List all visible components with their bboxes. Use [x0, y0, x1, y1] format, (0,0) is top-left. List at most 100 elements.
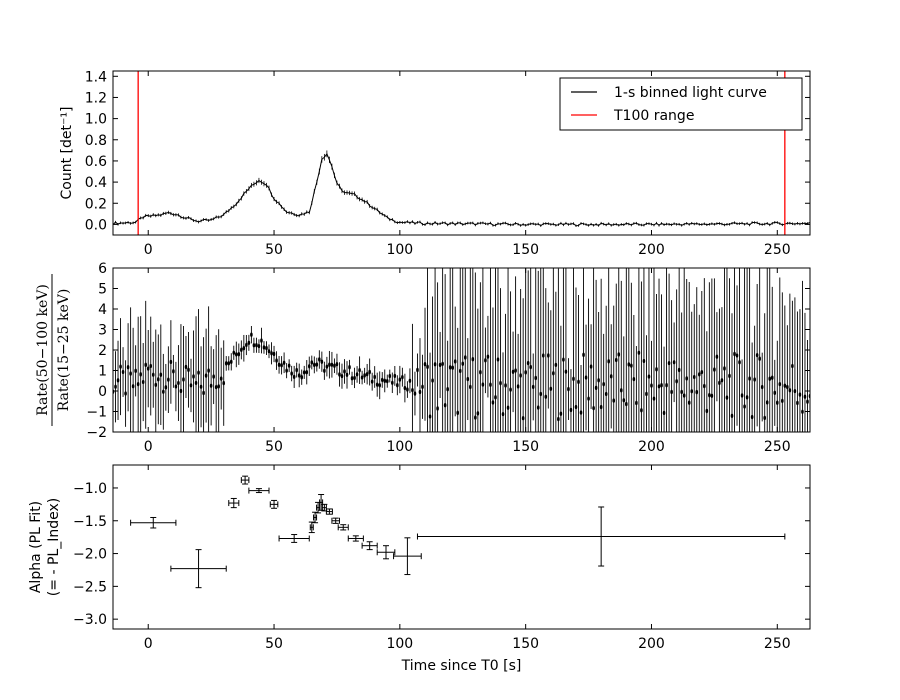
ratio-point: [217, 384, 220, 389]
ratio-point: [579, 410, 583, 415]
ratio-point: [557, 416, 560, 422]
light-curve-line: [113, 152, 810, 227]
ratio-point: [323, 368, 326, 374]
ratio-point: [667, 360, 671, 366]
ratio-point: [614, 357, 618, 363]
ratio-point: [640, 408, 643, 413]
ratio-point: [793, 388, 797, 394]
ratio-point: [287, 363, 291, 368]
ratio-point: [655, 367, 658, 372]
axes-frame: [112, 267, 811, 433]
ratio-point: [292, 374, 296, 380]
ratio-point: [338, 372, 341, 377]
ratio-point: [139, 372, 142, 377]
alpha-point: [376, 545, 396, 560]
ratio-point: [177, 380, 180, 386]
ratio-point: [491, 400, 495, 405]
ratio-point: [219, 376, 223, 381]
alpha-point: [240, 475, 250, 485]
ratio-point: [290, 371, 293, 376]
x-tick-label: 200: [638, 439, 665, 455]
ratio-point: [340, 373, 344, 379]
ratio-point: [315, 362, 319, 367]
ratio-point: [541, 353, 545, 358]
ratio-point: [738, 360, 741, 365]
ratio-point: [136, 381, 140, 387]
ratio-point: [715, 354, 719, 359]
ratio-point: [305, 370, 309, 375]
ratio-point: [134, 368, 137, 374]
ratio-point: [295, 367, 298, 373]
y-label-line1: Alpha (PL Fit): [28, 501, 44, 593]
ratio-point: [770, 375, 774, 380]
ratio-point: [604, 391, 608, 397]
ratio-point: [418, 389, 422, 395]
ratio-point: [567, 386, 570, 392]
ratio-point: [602, 381, 605, 387]
ratio-point: [393, 373, 397, 379]
ratio-point: [169, 359, 173, 365]
ratio-point: [428, 414, 432, 419]
ratio-point: [378, 383, 382, 388]
ratio-point: [151, 372, 155, 377]
y-tick-label: 1: [98, 364, 107, 380]
y-label-line2: (= - PL_Index): [46, 498, 62, 596]
ratio-point: [730, 413, 734, 419]
ratio-point: [531, 384, 535, 390]
ratio-point: [297, 373, 301, 378]
ratio-point: [265, 345, 268, 351]
ratio-point: [368, 369, 371, 375]
ratio-point: [162, 389, 165, 395]
ratio-point: [330, 362, 334, 367]
ratio-point: [529, 364, 532, 370]
ratio-point: [753, 377, 756, 382]
ratio-point: [262, 345, 266, 350]
x-tick-label: 100: [386, 242, 413, 258]
ratio-point: [144, 362, 148, 368]
ratio-point: [501, 411, 505, 417]
ratio-point: [695, 389, 699, 395]
ratio-point: [743, 404, 746, 409]
ratio-point: [149, 363, 153, 369]
ratio-point: [302, 370, 306, 375]
alpha-point: [130, 516, 177, 529]
ratio-point: [365, 371, 369, 377]
ratio-point: [657, 384, 661, 389]
x-tick-label: 100: [386, 439, 413, 455]
ratio-point: [723, 366, 726, 371]
hardness-ratio-panel: −2 −1 0 1 2 3 4 5 6 0 50 100 150 200 250 Rate(50−100 ke…: [35, 261, 811, 455]
ratio-point: [333, 363, 336, 368]
ratio-point: [363, 373, 366, 378]
ratio-point: [781, 398, 784, 404]
x-tick-label: 150: [512, 242, 539, 258]
ratio-point: [494, 395, 497, 400]
y-tick-label: 0.2: [85, 196, 107, 212]
ratio-point: [609, 374, 613, 379]
ratio-point: [775, 400, 779, 405]
ratio-point: [755, 352, 759, 358]
ratio-point: [202, 390, 205, 396]
ratio-point: [622, 398, 626, 403]
ratio-point: [375, 382, 379, 387]
ratio-point: [760, 384, 764, 390]
ratio-point: [798, 392, 802, 397]
ratio-point: [783, 383, 787, 388]
ratio-point: [642, 358, 646, 364]
ratio-point: [589, 364, 593, 369]
ratio-point: [373, 374, 376, 380]
ratio-point: [484, 358, 487, 363]
ratio-point: [612, 398, 616, 403]
ratio-point: [511, 369, 515, 375]
ratio-point: [222, 380, 226, 386]
ratio-point: [267, 349, 271, 354]
ratio-point: [791, 363, 794, 369]
y-tick-label: 0.4: [85, 175, 107, 191]
ratio-point: [758, 356, 761, 361]
ratio-point: [194, 380, 198, 386]
ratio-point: [385, 378, 389, 384]
ratio-point: [358, 367, 361, 373]
ratio-point: [592, 405, 595, 411]
ratio-point: [509, 387, 512, 392]
ratio-point: [345, 372, 349, 378]
ratio-point: [131, 384, 135, 389]
